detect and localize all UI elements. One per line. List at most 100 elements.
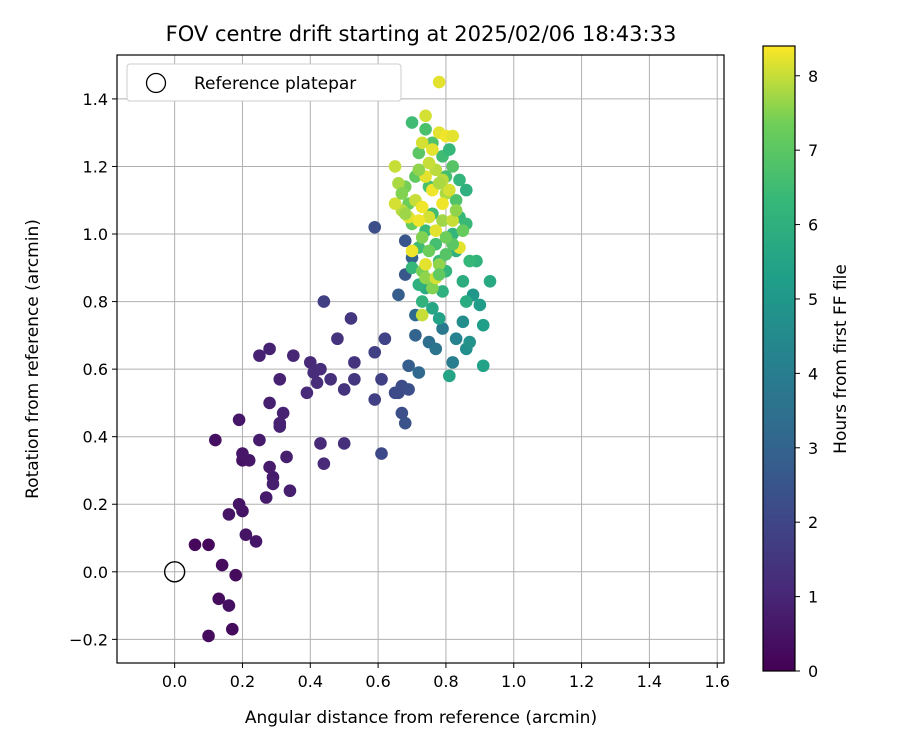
scatter-point — [405, 116, 419, 129]
colorbar: 0 1 2 3 4 5 6 7 8 Hours from first FF file — [762, 45, 851, 681]
scatter-point — [263, 460, 276, 474]
scatter-point — [348, 356, 361, 369]
scatter-point — [443, 143, 456, 156]
colorbar-label: Hours from first FF file — [831, 264, 851, 454]
scatter-point — [324, 372, 337, 386]
colorbar-tick-label: 4 — [808, 364, 818, 383]
scatter-point — [249, 535, 263, 548]
scatter-point — [287, 349, 300, 362]
scatter-point — [242, 454, 256, 467]
scatter-point — [432, 177, 446, 190]
scatter-point — [232, 413, 246, 427]
scatter-point — [419, 258, 432, 271]
y-tick-label: 0.4 — [83, 428, 108, 447]
scatter-point — [368, 393, 382, 406]
colorbar-tick-label: 1 — [808, 588, 818, 607]
scatter-point — [337, 383, 351, 396]
scatter-point — [429, 224, 443, 237]
scatter-point — [483, 275, 497, 288]
scatter-point — [446, 160, 460, 173]
x-tick-label: 1.0 — [501, 672, 526, 691]
scatter-point — [266, 477, 280, 491]
scatter-point — [456, 275, 470, 288]
y-tick-label: 1.4 — [83, 90, 108, 109]
scatter-point — [398, 207, 412, 221]
scatter-point — [432, 312, 446, 325]
scatter-point — [276, 406, 290, 420]
scatter-point — [263, 342, 276, 356]
x-tick-label: 0.0 — [162, 672, 187, 691]
scatter-point — [253, 433, 266, 447]
scatter-point — [415, 200, 429, 214]
scatter-point — [392, 177, 405, 190]
scatter-point — [456, 315, 470, 329]
scatter-points — [188, 75, 497, 643]
scatter-point — [310, 376, 324, 389]
scatter-point — [402, 383, 415, 396]
y-axis-label: Rotation from reference (arcmin) — [23, 219, 43, 499]
plot-frame — [116, 54, 725, 664]
y-tick-label: 1.0 — [83, 225, 108, 244]
scatter-point — [392, 288, 405, 302]
x-tick-label: 0.6 — [365, 672, 390, 691]
legend-marker-reference — [145, 72, 167, 94]
y-tick-label: 0.8 — [83, 293, 108, 312]
scatter-point — [273, 416, 287, 430]
scatter-point — [263, 396, 276, 410]
y-tick-label: 0.6 — [83, 360, 108, 379]
scatter-point — [378, 332, 392, 346]
x-tick-label: 1.2 — [569, 672, 594, 691]
scatter-point — [422, 244, 436, 258]
scatter-point — [436, 285, 449, 298]
scatter-point — [436, 197, 449, 210]
scatter-point — [368, 220, 382, 234]
scatter-point — [229, 568, 242, 582]
scatter-point — [314, 362, 327, 376]
scatter-point — [388, 197, 402, 210]
x-tick-label: 1.6 — [704, 672, 729, 691]
scatter-point — [463, 254, 476, 268]
scatter-point — [412, 366, 426, 379]
scatter-point — [317, 295, 331, 308]
scatter-point — [415, 231, 429, 244]
scatter-point — [473, 298, 487, 312]
scatter-point — [395, 187, 409, 200]
scatter-point — [443, 369, 456, 383]
x-axis-ticks: 0.0 0.2 0.4 0.6 0.8 1.0 1.2 1.4 1.6 — [162, 663, 730, 691]
scatter-point — [202, 538, 215, 552]
legend: Reference platepar — [126, 63, 402, 102]
scatter-point — [415, 308, 429, 322]
scatter-point — [368, 345, 382, 359]
colorbar-tick-label: 0 — [808, 662, 818, 681]
scatter-point — [459, 183, 473, 197]
scatter-point — [209, 433, 222, 447]
scatter-point — [436, 322, 449, 335]
scatter-point — [412, 214, 426, 227]
scatter-point — [439, 231, 453, 244]
scatter-point — [446, 129, 460, 143]
scatter-point — [426, 281, 439, 295]
scatter-point — [476, 359, 490, 373]
scatter-point — [415, 136, 429, 150]
chart-title: FOV centre drift starting at 2025/02/06 … — [166, 22, 677, 46]
legend-label-reference: Reference platepar — [194, 74, 356, 94]
scatter-point — [415, 295, 429, 308]
scatter-point — [456, 224, 470, 237]
scatter-point — [344, 312, 358, 325]
x-axis-label: Angular distance from reference (arcmin) — [245, 708, 597, 728]
scatter-point — [280, 450, 293, 464]
scatter-point — [459, 295, 473, 308]
colorbar-tick-label: 7 — [808, 141, 818, 160]
y-axis-ticks: −0.2 0.0 0.2 0.4 0.6 0.8 1.0 1.2 1.4 — [69, 90, 117, 649]
scatter-point — [225, 622, 239, 636]
colorbar-tick-label: 2 — [808, 513, 818, 532]
scatter-point — [398, 416, 412, 430]
scatter-point — [432, 258, 446, 271]
scatter-point — [236, 504, 249, 518]
scatter-point — [419, 271, 432, 285]
scatter-point — [202, 629, 215, 643]
scatter-point — [412, 163, 426, 177]
scatter-point — [449, 332, 463, 346]
scatter-point — [212, 592, 226, 606]
